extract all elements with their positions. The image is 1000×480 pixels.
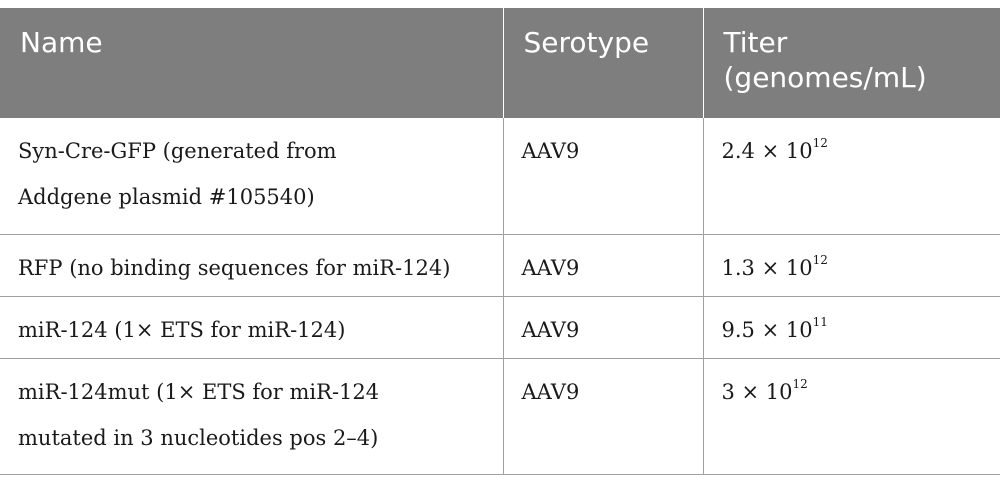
- titer-base: 1.3 × 10: [721, 255, 813, 280]
- header-serotype: Serotype: [503, 8, 704, 118]
- header-titer: Titer (genomes/mL): [723, 26, 927, 94]
- table-row: RFP (no binding sequences for miR-124) A…: [0, 234, 1000, 297]
- cell-titer: 9.5 × 1011: [703, 296, 1000, 359]
- titer-exponent: 12: [812, 252, 828, 267]
- name-line: RFP (no binding sequences for miR-124): [18, 255, 451, 280]
- name-line: miR-124mut (1× ETS for miR-124: [18, 379, 380, 404]
- header-row: Name Serotype Titer (genomes/mL): [0, 8, 1000, 118]
- titer-exponent: 12: [812, 136, 828, 150]
- name-line: Addgene plasmid #105540): [18, 185, 315, 209]
- cell-serotype: AAV9: [503, 234, 704, 297]
- table-header: Name Serotype Titer (genomes/mL): [0, 8, 1000, 118]
- table-row: Syn-Cre-GFP (generated from Addgene plas…: [0, 118, 1000, 235]
- titer-base: 3 × 10: [721, 379, 793, 404]
- table-body: Syn-Cre-GFP (generated from Addgene plas…: [0, 118, 1000, 475]
- name-line: Syn-Cre-GFP (generated from: [18, 139, 337, 163]
- cell-name: RFP (no binding sequences for miR-124): [0, 234, 504, 297]
- titer-base: 2.4 × 10: [721, 139, 813, 163]
- name-line: miR-124 (1× ETS for miR-124): [18, 317, 346, 342]
- titer-base: 9.5 × 10: [721, 317, 813, 342]
- cell-name: Syn-Cre-GFP (generated from Addgene plas…: [0, 118, 504, 235]
- cell-titer: 1.3 × 1012: [703, 234, 1000, 297]
- cell-serotype: AAV9: [503, 358, 704, 475]
- cell-serotype: AAV9: [503, 118, 704, 235]
- table-row: miR-124mut (1× ETS for miR-124 mutated i…: [0, 358, 1000, 475]
- cell-serotype: AAV9: [503, 296, 704, 359]
- titer-exponent: 11: [812, 314, 828, 329]
- header-name: Name: [0, 8, 504, 118]
- table-container: Name Serotype Titer (genomes/mL) Syn-Cre…: [0, 8, 1000, 475]
- table-row: miR-124 (1× ETS for miR-124) AAV9 9.5 × …: [0, 296, 1000, 359]
- cell-titer: 3 × 1012: [703, 358, 1000, 475]
- titer-exponent: 12: [792, 376, 808, 391]
- name-line: mutated in 3 nucleotides pos 2–4): [18, 425, 379, 450]
- aav-vector-table: Name Serotype Titer (genomes/mL) Syn-Cre…: [0, 8, 1000, 475]
- cell-name: miR-124mut (1× ETS for miR-124 mutated i…: [0, 358, 504, 475]
- cell-titer: 2.4 × 1012: [703, 118, 1000, 235]
- cell-name: miR-124 (1× ETS for miR-124): [0, 296, 504, 359]
